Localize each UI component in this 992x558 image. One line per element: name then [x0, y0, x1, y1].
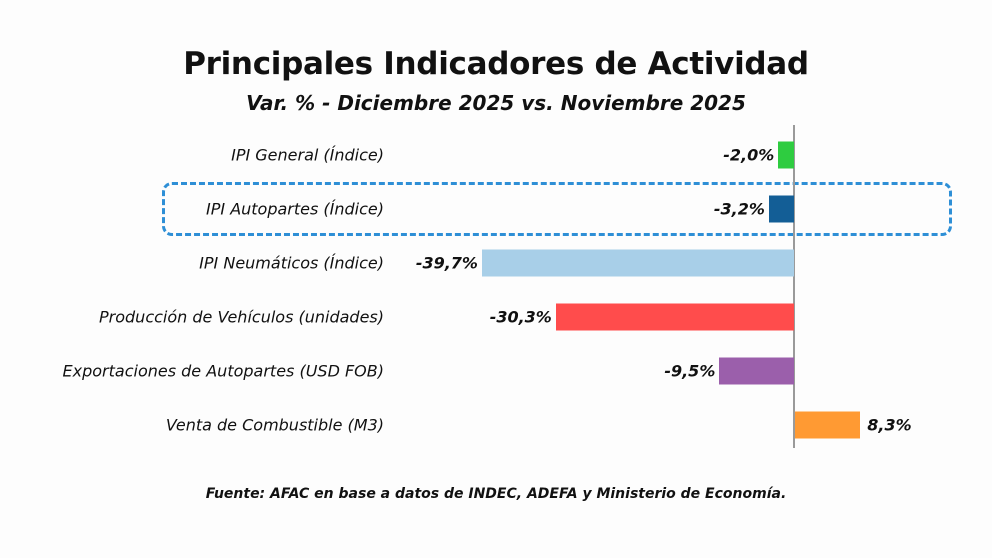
- data-label: -3,2%: [713, 199, 765, 219]
- category-label: IPI General (Índice): [231, 145, 384, 165]
- highlight-box: [162, 182, 952, 236]
- bar: [555, 303, 794, 331]
- zero-axis-line: [793, 125, 795, 448]
- data-label: -9,5%: [664, 361, 716, 381]
- bar: [481, 249, 794, 277]
- category-label: IPI Autopartes (Índice): [206, 199, 384, 219]
- data-label: 8,3%: [867, 415, 912, 435]
- data-label: -39,7%: [415, 253, 478, 273]
- data-label: -30,3%: [489, 307, 552, 327]
- source-note: Fuente: AFAC en base a datos de INDEC, A…: [205, 486, 787, 502]
- data-label: -2,0%: [723, 145, 775, 165]
- category-label: Producción de Vehículos (unidades): [99, 307, 384, 327]
- bar: [768, 195, 794, 223]
- bar: [795, 411, 861, 439]
- bar: [719, 357, 794, 385]
- category-label: Exportaciones de Autopartes (USD FOB): [62, 361, 384, 381]
- category-label: IPI Neumáticos (Índice): [199, 253, 384, 273]
- chart-subtitle: Var. % - Diciembre 2025 vs. Noviembre 20…: [246, 91, 746, 115]
- category-label: Venta de Combustible (M3): [165, 415, 384, 435]
- bar: [778, 141, 794, 169]
- chart-title: Principales Indicadores de Actividad: [183, 46, 809, 82]
